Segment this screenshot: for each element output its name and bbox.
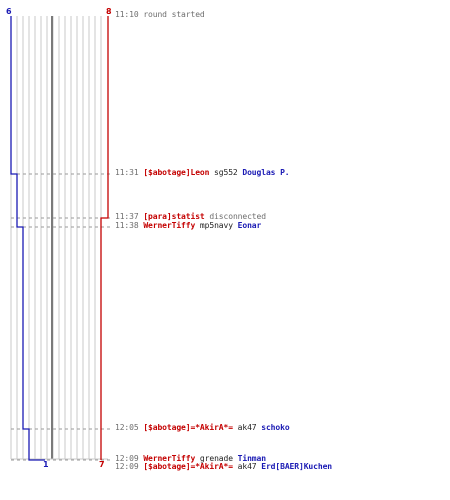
log-time: 12:09	[115, 454, 144, 463]
red-player-name: [$abotage]=*AkirA*=	[143, 462, 233, 471]
log-time: 11:10	[115, 10, 144, 19]
blue-player-name: schoko	[261, 423, 290, 432]
log-time: 11:38	[115, 221, 144, 230]
log-entry: 11:31 [$abotage]Leon sg552 Douglas P.	[115, 168, 290, 178]
log-text: disconnected	[204, 212, 266, 221]
log-time: 11:31	[115, 168, 144, 177]
log-text: mp5navy	[195, 221, 238, 230]
event-connector-lines	[11, 173, 113, 461]
log-text: ak47	[232, 423, 262, 432]
log-entry: 11:38 WernerTiffy mp5navy Eonar	[115, 221, 261, 231]
red-player-name: [$abotage]=*AkirA*=	[143, 423, 233, 432]
blue-team-start-count: 6	[6, 7, 12, 16]
log-entry: 11:10 round started	[115, 10, 205, 20]
blue-player-name: Tinman	[237, 454, 266, 463]
log-time: 11:37	[115, 212, 144, 221]
red-team-start-count: 8	[106, 7, 112, 16]
blue-team-end-count: 1	[43, 460, 49, 469]
blue-player-name: Douglas P.	[242, 168, 290, 177]
log-text: round started	[143, 10, 205, 19]
log-entry: 12:05 [$abotage]=*AkirA*= ak47 schoko	[115, 423, 290, 433]
player-grid-lines	[10, 16, 108, 460]
blue-player-name: Eonar	[237, 221, 262, 230]
blue-player-name: Erd[BAER]Kuchen	[261, 462, 332, 471]
red-team-end-count: 7	[99, 460, 105, 469]
log-text: sg552	[209, 168, 243, 177]
log-entry: 12:09 WernerTiffy grenade Tinman	[115, 454, 266, 464]
red-player-name: WernerTiffy	[143, 221, 196, 230]
log-entry: 12:09 [$abotage]=*AkirA*= ak47 Erd[BAER]…	[115, 462, 332, 472]
log-time: 12:09	[115, 462, 144, 471]
red-team-count-line	[100, 16, 109, 460]
red-player-name: WernerTiffy	[143, 454, 196, 463]
blue-team-count-line	[10, 16, 45, 461]
log-text: ak47	[232, 462, 262, 471]
log-entry: 11:37 [para]statist disconnected	[115, 212, 266, 222]
red-player-name: [para]statist	[143, 212, 205, 221]
log-text: grenade	[195, 454, 238, 463]
log-time: 12:05	[115, 423, 144, 432]
red-player-name: [$abotage]Leon	[143, 168, 210, 177]
